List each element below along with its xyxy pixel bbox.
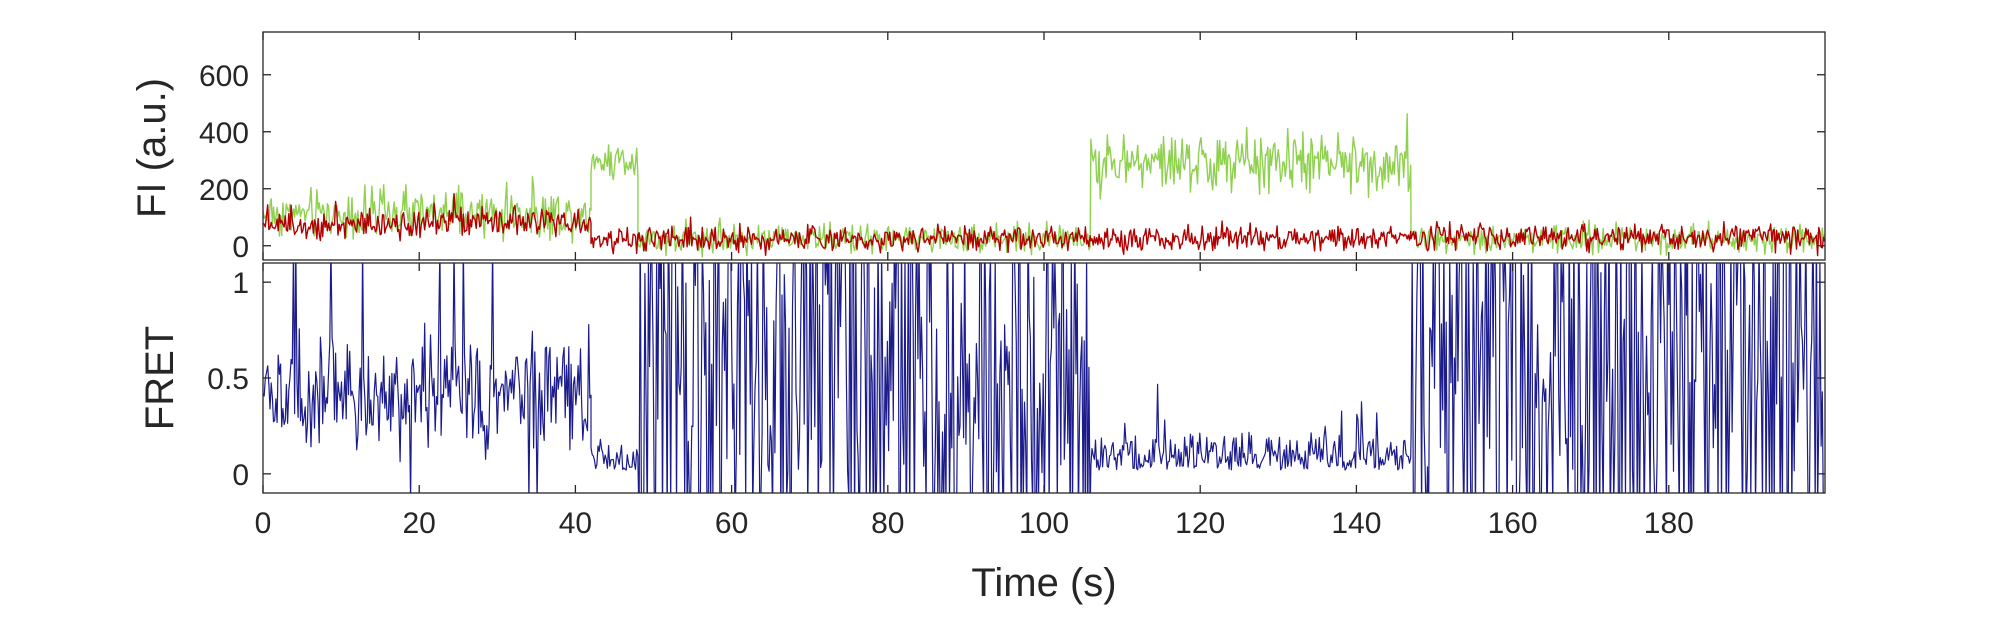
fluorescence-x-ticks — [262, 32, 1670, 260]
fret-series-group — [263, 263, 1824, 493]
time-x-axis-label: Time (s) — [971, 561, 1116, 605]
fret-x-tick-label: 140 — [1331, 507, 1381, 540]
fluorescence-y-ticks: 0 200 400 600 — [199, 60, 1825, 264]
fret-x-tick-label: 120 — [1175, 507, 1225, 540]
fret-x-tick-label: 40 — [559, 507, 592, 540]
fluorescence-y-tick-label: 200 — [199, 174, 249, 207]
fret-x-tick-label: 100 — [1019, 507, 1069, 540]
fret-y-tick-label: 0 — [232, 459, 249, 492]
fret-y-axis-label: FRET — [138, 326, 182, 430]
fret-panel: 0 20 40 60 80 100 120 140 160 180 00.51 FRET Time… — [138, 262, 1826, 605]
acceptor-intensity-line — [263, 193, 1825, 257]
fret-x-tick-label: 160 — [1488, 507, 1538, 540]
fret-x-tick-label: 60 — [715, 507, 748, 540]
fret-y-tick-label: 0.5 — [207, 363, 249, 396]
fluorescence-series-group — [263, 113, 1825, 258]
fret-y-ticks: 00.51 — [207, 267, 1825, 492]
fret-x-tick-label: 20 — [403, 507, 436, 540]
donor-intensity-line — [263, 113, 1825, 258]
fret-x-ticks: 0 20 40 60 80 100 120 140 160 180 — [255, 263, 1694, 540]
fluorescence-y-axis-label: FI (a.u.) — [130, 78, 174, 218]
fret-efficiency-line — [263, 263, 1824, 493]
fret-x-tick-label: 180 — [1644, 507, 1694, 540]
fluorescence-intensity-panel: 0 200 400 600 FI (a.u.) — [130, 31, 1826, 264]
fret-x-tick-label: 80 — [871, 507, 904, 540]
fluorescence-y-tick-label: 600 — [199, 60, 249, 93]
fret-x-tick-label: 0 — [255, 507, 272, 540]
fluorescence-y-tick-label: 400 — [199, 117, 249, 150]
fret-y-tick-label: 1 — [232, 267, 249, 300]
fluorescence-y-tick-label: 0 — [232, 231, 249, 264]
